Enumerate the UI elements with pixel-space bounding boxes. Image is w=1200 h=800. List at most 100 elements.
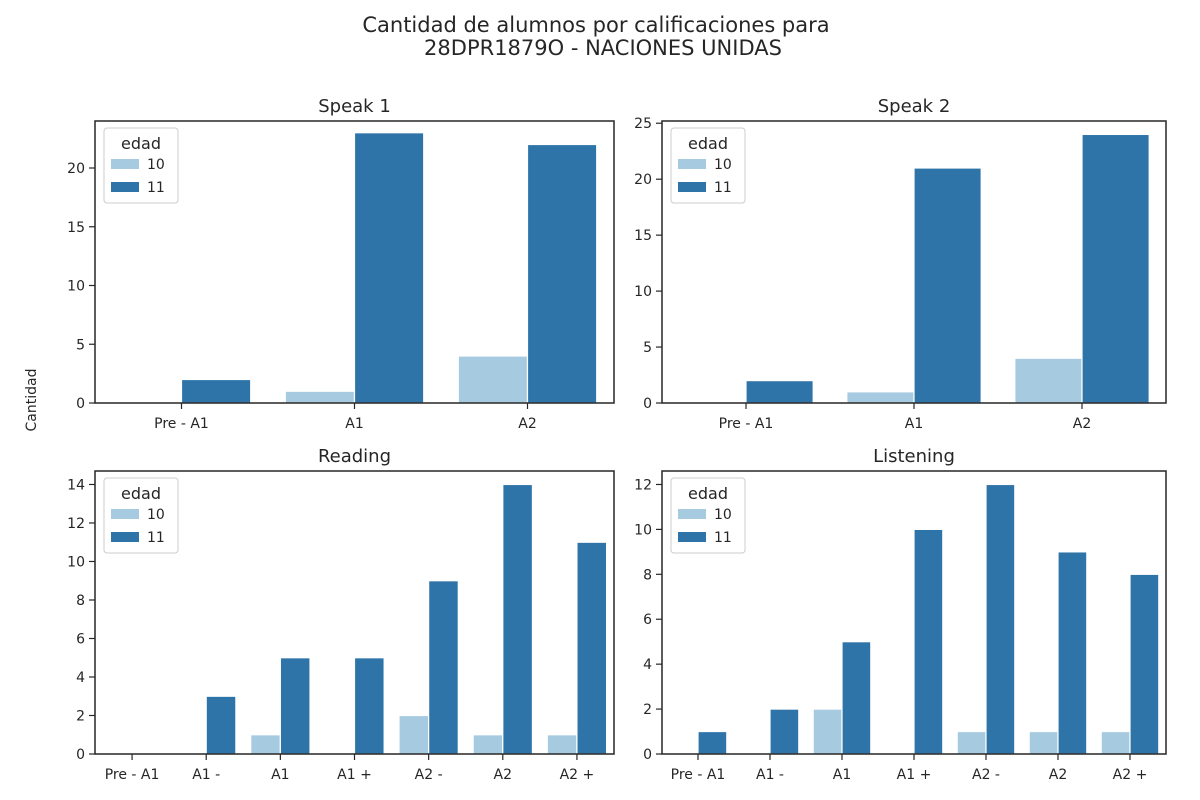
y-tick-label: 10	[67, 554, 85, 570]
y-tick-label: 20	[67, 161, 85, 177]
y-tick-label: 15	[634, 228, 652, 244]
y-tick-label: 5	[643, 340, 652, 356]
bar-10	[250, 734, 281, 755]
legend-entry-10: 10	[147, 157, 165, 173]
bar-11	[985, 483, 1016, 755]
axes-frame	[661, 470, 1167, 755]
y-tick-label: 6	[643, 612, 652, 628]
bar-11	[1081, 133, 1150, 404]
x-tick-label: A1 -	[756, 767, 784, 783]
subplot-title: Speak 1	[318, 96, 391, 117]
legend-entry-11: 11	[714, 530, 732, 546]
y-tick-label: 8	[76, 593, 85, 609]
bar-10	[472, 734, 504, 755]
x-tick-label: A2	[1073, 416, 1091, 432]
bar-11	[841, 641, 872, 755]
axes-frame	[94, 120, 615, 404]
subplot-title: Reading	[318, 446, 391, 467]
bar-10	[546, 734, 578, 755]
legend-entry-11: 11	[147, 530, 165, 546]
y-tick-label: 0	[76, 396, 85, 412]
axes-frame	[661, 120, 1167, 404]
x-tick-label: A1	[271, 767, 289, 783]
bar-11	[576, 541, 608, 755]
y-tick-label: 14	[67, 477, 85, 493]
bar-11	[502, 483, 534, 755]
figure-suptitle-line-2: 28DPR1879O - NACIONES UNIDAS	[424, 36, 782, 60]
legend-entry-10: 10	[714, 157, 732, 173]
subplot-0: Speak 1 0 5 10 15 20 Pre - A1 A1 A2 edad 10 11	[67, 96, 615, 432]
subplot-3: Listening 0 2 4 6 8 10 12 Pre - A1 A1 - A1 A1 + A2 -…	[634, 446, 1167, 783]
x-tick-label: A1	[905, 416, 923, 432]
y-tick-label: 2	[643, 702, 652, 718]
x-tick-label: A2 -	[415, 767, 443, 783]
bar-10	[846, 391, 915, 404]
bar-10	[457, 355, 529, 404]
bar-11	[913, 167, 982, 404]
x-tick-label: A2	[1049, 767, 1067, 783]
legend-title: edad	[121, 484, 161, 503]
subplot-1: Speak 2 0 5 10 15 20 25 Pre - A1 A1 A2 edad 10 11	[634, 96, 1167, 432]
bar-11	[1129, 573, 1160, 755]
y-tick-label: 10	[634, 522, 652, 538]
legend-title: edad	[688, 484, 728, 503]
y-tick-label: 0	[643, 396, 652, 412]
bar-10	[812, 708, 843, 755]
bar-11	[353, 657, 385, 755]
bar-11	[769, 708, 800, 755]
legend-swatch-10	[111, 509, 139, 519]
x-tick-label: Pre - A1	[719, 416, 774, 432]
bar-11	[697, 730, 728, 755]
x-tick-label: Pre - A1	[671, 767, 726, 783]
bar-11	[279, 657, 311, 755]
x-tick-label: Pre - A1	[154, 416, 209, 432]
bar-11	[526, 143, 598, 404]
legend-swatch-10	[678, 509, 706, 519]
legend-swatch-10	[678, 159, 706, 169]
figure-suptitle-line-1: Cantidad de alumnos por calificaciones p…	[362, 13, 829, 37]
bar-10	[1028, 730, 1059, 755]
bar-11	[205, 695, 237, 755]
y-tick-label: 2	[76, 708, 85, 724]
legend-swatch-11	[678, 532, 706, 542]
y-tick-label: 20	[634, 172, 652, 188]
y-tick-label: 10	[634, 284, 652, 300]
bar-10	[398, 714, 430, 755]
subplot-title: Speak 2	[878, 96, 951, 117]
y-tick-label: 25	[634, 116, 652, 132]
bar-10	[284, 390, 356, 404]
legend-entry-10: 10	[714, 507, 732, 523]
bar-11	[1057, 551, 1088, 755]
y-tick-label: 4	[643, 657, 652, 673]
bar-11	[353, 132, 425, 404]
legend-entry-10: 10	[147, 507, 165, 523]
figure-y-axis-label: Cantidad	[24, 369, 40, 432]
subplot-title: Listening	[873, 446, 955, 467]
x-tick-label: A2 -	[972, 767, 1000, 783]
y-tick-label: 10	[67, 279, 85, 295]
bar-11	[745, 380, 814, 404]
y-tick-label: 0	[643, 747, 652, 763]
legend-swatch-11	[111, 532, 139, 542]
legend-entry-11: 11	[147, 180, 165, 196]
x-tick-label: A1 -	[192, 767, 220, 783]
subplot-2: Reading 0 2 4 6 8 10 12 14 Pre - A1 A1 - A1 A1 + A2 -…	[67, 446, 615, 783]
y-tick-label: 12	[67, 516, 85, 532]
legend-title: edad	[121, 134, 161, 153]
bar-10	[1014, 357, 1083, 404]
x-tick-label: A2 +	[560, 767, 595, 783]
bar-11	[428, 580, 459, 755]
y-tick-label: 4	[76, 670, 85, 686]
bar-11	[913, 528, 944, 755]
y-tick-label: 15	[67, 220, 85, 236]
x-tick-label: A2	[494, 767, 512, 783]
y-tick-label: 6	[76, 631, 85, 647]
x-tick-label: A1 +	[897, 767, 932, 783]
x-tick-label: A1	[833, 767, 851, 783]
x-tick-label: A1	[345, 416, 363, 432]
legend-title: edad	[688, 134, 728, 153]
y-tick-label: 12	[634, 477, 652, 493]
axes-frame	[94, 470, 615, 755]
